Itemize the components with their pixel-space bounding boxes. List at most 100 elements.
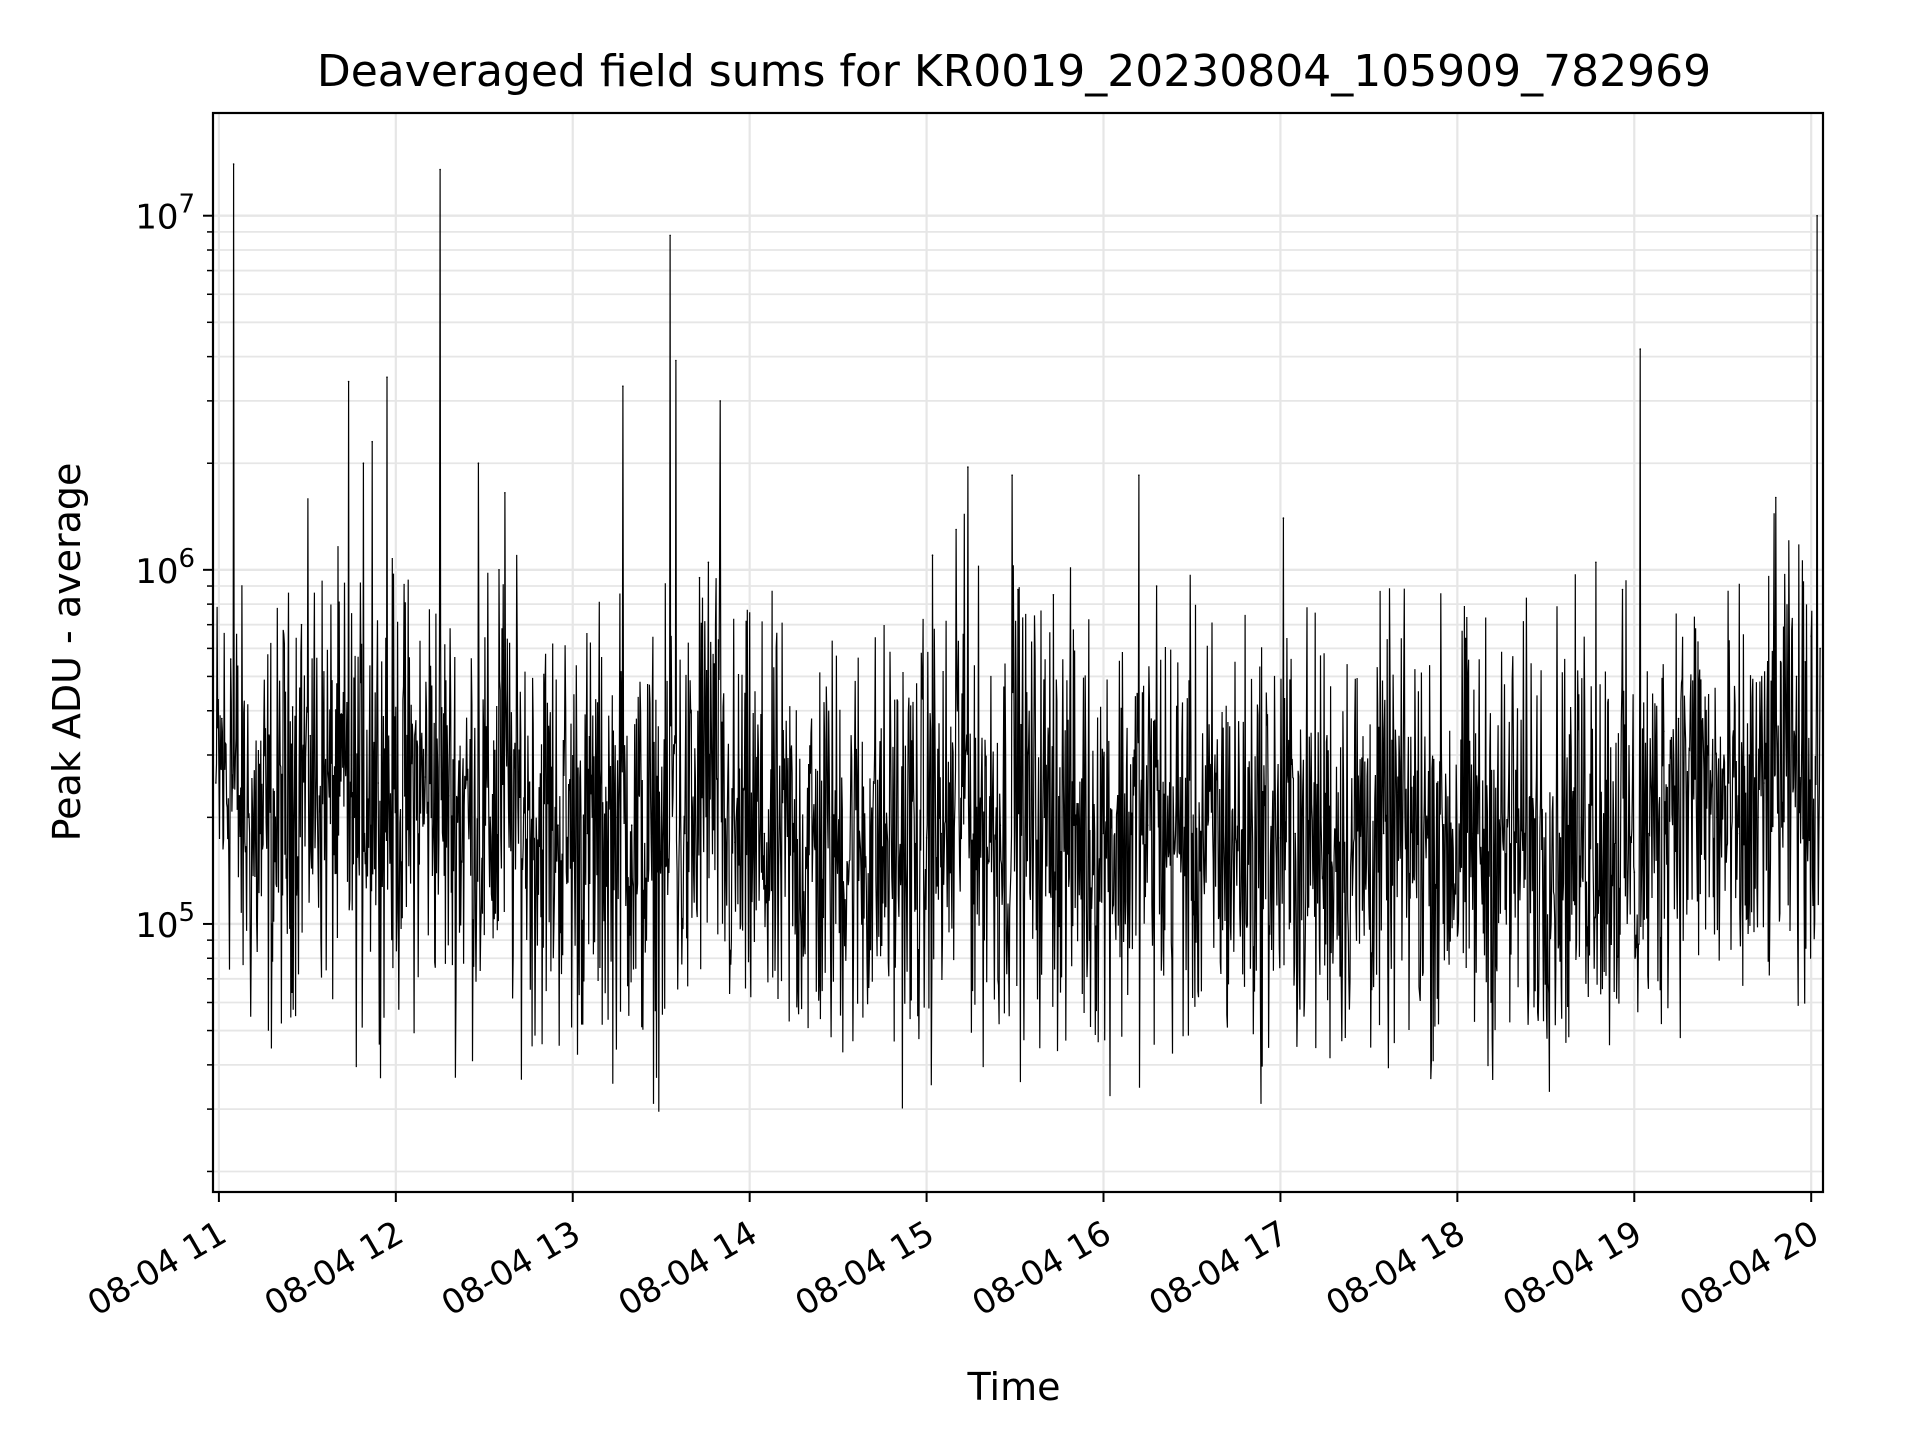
data-point [353, 816, 356, 819]
data-point [1294, 832, 1296, 835]
tick-label-y: 105 [135, 898, 195, 946]
data-point [763, 832, 766, 835]
data-point [1043, 816, 1046, 819]
data-point [1052, 594, 1055, 596]
data-point [377, 782, 379, 784]
data-point [940, 832, 943, 835]
data-point [504, 492, 506, 494]
data-point [955, 528, 957, 531]
data-point [669, 234, 671, 237]
data-point [1804, 661, 1807, 663]
data-point [616, 816, 618, 819]
chart-title: Deaveraged field sums for KR0019_2023080… [317, 46, 1711, 97]
data-point [1146, 824, 1149, 826]
plot-frame [211, 111, 1825, 1194]
data-point [1786, 709, 1789, 712]
data-point [1282, 517, 1285, 519]
data-point [309, 734, 312, 737]
data-point [1621, 588, 1624, 591]
data-point [1819, 647, 1821, 650]
data-point [630, 824, 633, 826]
data-point [675, 359, 677, 362]
data-point [371, 440, 374, 443]
data-point [967, 466, 969, 468]
data-point [1102, 832, 1105, 835]
data-point [931, 554, 934, 556]
data-point [684, 832, 686, 835]
data-point [1816, 214, 1818, 217]
data-point [837, 841, 839, 844]
data-point [1775, 496, 1777, 499]
data-point [881, 846, 884, 848]
x-axis-label: Time [967, 1365, 1061, 1409]
data-point [498, 569, 500, 571]
data-point [1191, 832, 1193, 835]
data-point [1630, 841, 1633, 844]
data-point [1763, 782, 1765, 784]
data-point [229, 658, 232, 660]
data-point [1633, 871, 1636, 873]
data-point [1235, 841, 1237, 844]
data-point [999, 824, 1002, 826]
data-point [489, 816, 492, 819]
data-point [1138, 474, 1140, 477]
data-point [698, 576, 701, 579]
data-point [1736, 832, 1739, 835]
data-point [1692, 782, 1695, 784]
data-point [291, 706, 294, 708]
data-point [424, 776, 427, 778]
data-point [347, 380, 350, 383]
data-point [707, 561, 710, 564]
data-point [477, 462, 480, 465]
data-point [362, 462, 365, 465]
tick-label-y: 106 [135, 544, 195, 592]
data-point [339, 795, 341, 797]
data-point [386, 376, 388, 379]
data-point [925, 837, 928, 839]
data-point [527, 809, 530, 811]
data-point [324, 776, 326, 778]
data-point [557, 824, 559, 826]
data-point [1677, 717, 1680, 720]
data-point [1471, 832, 1473, 835]
data-point [978, 816, 981, 819]
data-point [660, 850, 662, 853]
data-point [1716, 816, 1718, 819]
data-point [232, 163, 235, 165]
data-point [468, 809, 471, 811]
data-point [1017, 588, 1019, 591]
data-point [1663, 730, 1665, 733]
data-point [734, 841, 736, 844]
data-point [1515, 841, 1518, 844]
data-point [622, 385, 624, 388]
data-point [1795, 675, 1798, 678]
data-point [1810, 635, 1812, 637]
data-point [1639, 348, 1641, 350]
tick-label-y: 107 [135, 190, 195, 238]
data-point [1648, 832, 1650, 835]
data-point [1748, 754, 1751, 756]
data-point [586, 832, 589, 835]
data-point [1595, 561, 1597, 564]
data-point [1727, 782, 1730, 784]
data-point [221, 717, 223, 720]
y-axis-label: Peak ADU - average [45, 463, 89, 842]
data-point [448, 795, 450, 797]
data-point [719, 400, 721, 402]
data-point [793, 850, 795, 853]
data-point [300, 623, 303, 626]
data-point [1559, 837, 1562, 839]
data-point [1073, 824, 1075, 826]
data-point [1011, 474, 1013, 477]
data-point [1757, 816, 1759, 819]
data-layer [215, 163, 1821, 1112]
data-point [1427, 837, 1429, 839]
data-point [215, 782, 217, 784]
data-point [1279, 837, 1282, 839]
data-point [439, 168, 441, 171]
data-point [1707, 754, 1709, 756]
data-point [1382, 832, 1385, 835]
data-point [238, 795, 241, 797]
data-point [1604, 832, 1606, 835]
